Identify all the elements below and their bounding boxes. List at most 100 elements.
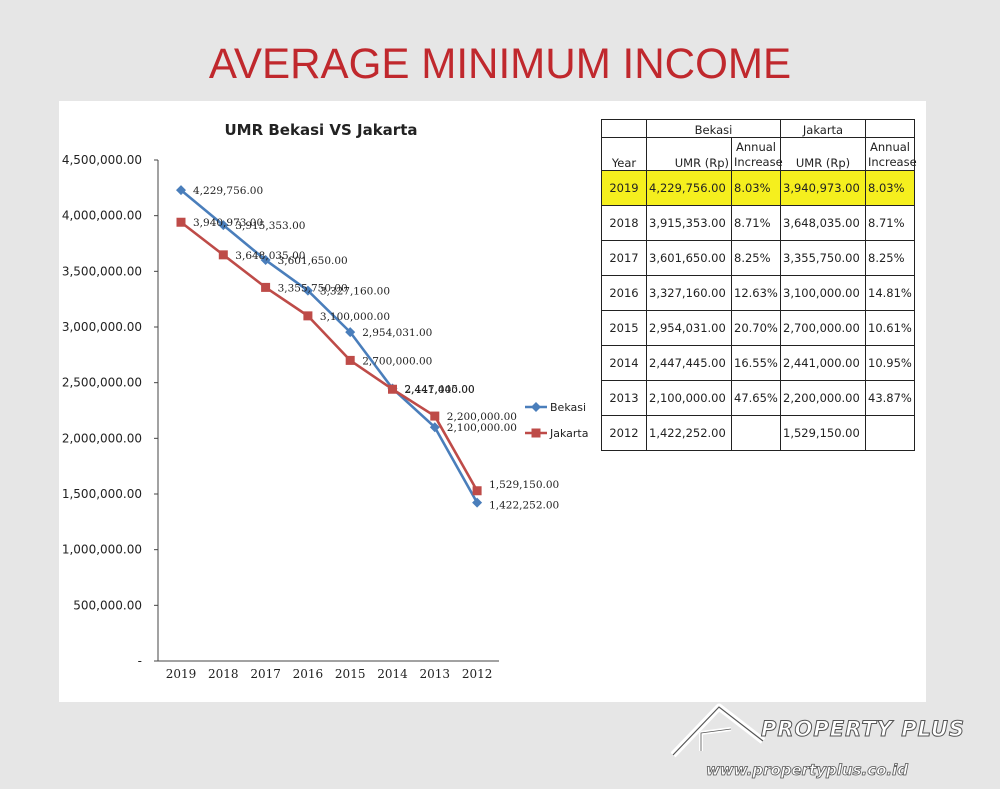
cell-year: 2014: [601, 345, 647, 381]
cell-umr-jakarta: 3,940,973.00: [780, 170, 866, 206]
col-header-umr-bekasi: UMR (Rp): [646, 137, 732, 171]
cell-umr-jakarta: 2,441,000.00: [780, 345, 866, 381]
cell-increase-jakarta: [865, 415, 915, 451]
table-row: 2019 4,229,756.00 8.03% 3,940,973.00 8.03%: [601, 170, 915, 206]
col-header-increase-bekasi: Annual Increase: [731, 137, 783, 171]
data-point-jakarta: [388, 384, 397, 394]
data-point-bekasi: [260, 255, 271, 266]
x-tick-label: 2012: [462, 667, 493, 681]
cell-increase-jakarta: 8.03%: [865, 170, 915, 206]
cell-umr-bekasi: 2,954,031.00: [646, 310, 732, 346]
x-tick-label: 2015: [335, 667, 366, 681]
data-point-jakarta: [345, 355, 355, 365]
data-label-jakarta: 1,529,150.00: [489, 479, 559, 491]
y-tick-label: 3,000,000.00: [62, 320, 142, 334]
y-tick-label: 3,500,000.00: [62, 264, 142, 278]
cell-increase-jakarta: 10.61%: [865, 310, 915, 346]
data-label-jakarta: 2,200,000.00: [447, 411, 517, 423]
cell-increase-bekasi: 20.70%: [731, 310, 781, 346]
data-label-bekasi: 2,100,000.00: [447, 422, 517, 434]
data-point-jakarta: [303, 311, 313, 321]
table-row: 2018 3,915,353.00 8.71% 3,648,035.00 8.71%: [601, 205, 915, 241]
legend-label-bekasi: Bekasi: [550, 401, 586, 414]
data-point-jakarta: [261, 282, 271, 292]
cell-umr-bekasi: 3,601,650.00: [646, 240, 732, 276]
content-panel: UMR Bekasi VS Jakarta 4,500,000.00 4,000,0…: [59, 101, 965, 779]
cell-umr-bekasi: 4,229,756.00: [646, 170, 732, 206]
data-point-bekasi: [302, 285, 313, 296]
cell-umr-bekasi: 3,915,353.00: [646, 205, 732, 241]
data-label-jakarta: 2,700,000.00: [362, 355, 432, 367]
table-group-header-row: Bekasi Jakarta: [601, 119, 915, 138]
data-point-bekasi: [345, 327, 356, 338]
cell-umr-jakarta: 2,200,000.00: [780, 380, 866, 416]
data-point-jakarta: [472, 486, 482, 496]
data-label-bekasi: 3,327,160.00: [320, 286, 390, 298]
cell-umr-jakarta: 3,355,750.00: [780, 240, 866, 276]
table-group-bekasi: Bekasi: [646, 119, 781, 138]
y-tick-label: -: [138, 654, 142, 668]
table-row: 2013 2,100,000.00 47.65% 2,200,000.00 43.87%: [601, 380, 915, 416]
series-line-jakarta: [180, 221, 479, 492]
data-label-bekasi: 4,229,756.00: [193, 185, 263, 197]
cell-year: 2017: [601, 240, 647, 276]
cell-year: 2016: [601, 275, 647, 311]
cell-year: 2018: [601, 205, 647, 241]
y-tick-label: 2,000,000.00: [62, 431, 142, 445]
cell-umr-bekasi: 1,422,252.00: [646, 415, 732, 451]
table-row: 2014 2,447,445.00 16.55% 2,441,000.00 10.95%: [601, 345, 915, 381]
brand-url: www.propertyplus.co.id: [706, 761, 909, 780]
cell-year: 2015: [601, 310, 647, 346]
table-row: 2012 1,422,252.00 1,529,150.00: [601, 415, 915, 451]
cell-umr-jakarta: 3,648,035.00: [780, 205, 866, 241]
x-tick-label: 2017: [250, 667, 281, 681]
data-point-jakarta: [218, 250, 228, 260]
cell-umr-jakarta: 2,700,000.00: [780, 310, 866, 346]
cell-increase-bekasi: 8.03%: [731, 170, 781, 206]
cell-increase-bekasi: 12.63%: [731, 275, 781, 311]
x-tick-label: 2014: [377, 667, 408, 681]
cell-umr-bekasi: 2,100,000.00: [646, 380, 732, 416]
table-corner-cell: [601, 119, 647, 138]
cell-increase-jakarta: 10.95%: [865, 345, 915, 381]
legend-marker-bekasi: [531, 402, 541, 412]
legend-marker-jakarta: [531, 428, 541, 438]
data-label-bekasi: 1,422,252.00: [489, 500, 559, 512]
col-header-umr-jakarta: UMR (Rp): [780, 137, 866, 171]
table-column-header-row: Year UMR (Rp) Annual Increase UMR (Rp) A…: [601, 137, 917, 171]
cell-year: 2012: [601, 415, 647, 451]
data-label-jakarta: 3,100,000.00: [320, 311, 390, 323]
table-group-blank: [865, 119, 915, 138]
cell-year: 2019: [601, 170, 647, 206]
cell-umr-bekasi: 3,327,160.00: [646, 275, 732, 311]
y-tick-label: 2,500,000.00: [62, 376, 142, 390]
data-label-jakarta: 3,940,973.00: [193, 217, 263, 229]
data-label-bekasi: 2,447,445.00: [405, 384, 475, 396]
data-label-jakarta: 3,648,035.00: [235, 250, 305, 262]
data-point-bekasi: [176, 185, 186, 196]
line-chart: UMR Bekasi VS Jakarta 4,500,000.00 4,000,0…: [62, 121, 589, 681]
data-point-jakarta: [176, 217, 186, 227]
cell-increase-bekasi: 8.71%: [731, 205, 781, 241]
cell-increase-bekasi: 8.25%: [731, 240, 781, 276]
property-plus-brand: PROPERTY PLUS www.propertyplus.co.id: [671, 699, 971, 789]
legend-label-jakarta: Jakarta: [549, 427, 588, 440]
x-tick-label: 2013: [420, 667, 451, 681]
cell-umr-jakarta: 3,100,000.00: [780, 275, 866, 311]
data-point-jakarta: [430, 411, 440, 421]
table-row: 2016 3,327,160.00 12.63% 3,100,000.00 14.81%: [601, 275, 915, 311]
cell-increase-jakarta: 43.87%: [865, 380, 915, 416]
cell-increase-bekasi: 47.65%: [731, 380, 781, 416]
y-tick-label: 500,000.00: [73, 598, 142, 612]
data-point-bekasi: [218, 220, 229, 231]
y-tick-label: 4,000,000.00: [62, 209, 142, 223]
cell-umr-jakarta: 1,529,150.00: [780, 415, 866, 451]
slide-title: AVERAGE MINIMUM INCOME: [208, 40, 792, 88]
data-point-bekasi: [429, 422, 440, 433]
house-roof-icon: [671, 703, 766, 758]
col-header-increase-jakarta: Annual Increase: [865, 137, 917, 171]
data-point-bekasi: [472, 497, 483, 508]
x-tick-label: 2019: [166, 667, 197, 681]
data-label-bekasi: 3,915,353.00: [235, 220, 305, 232]
chart-title: UMR Bekasi VS Jakarta: [224, 121, 417, 139]
